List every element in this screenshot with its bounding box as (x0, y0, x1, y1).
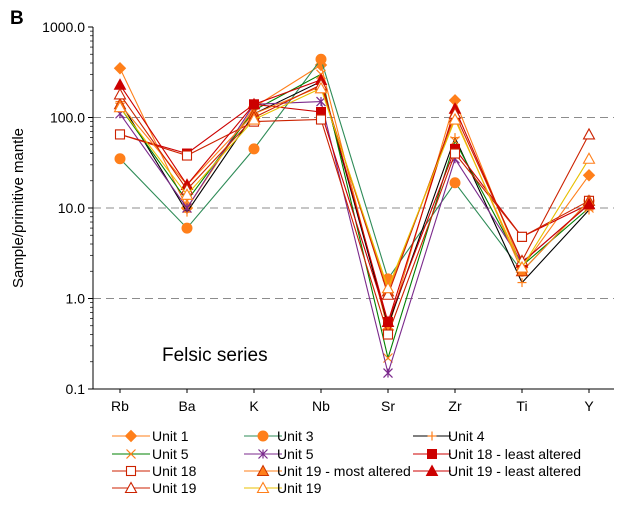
axes: 1000.0 100.0 10.0 1.0 0.1 Rb Ba K Nb Sr Zr Ti Y (42, 19, 614, 414)
series-line (119, 79, 590, 324)
data-point (113, 62, 127, 75)
legend-marker (258, 449, 268, 459)
legend-label: Unit 19 (152, 480, 197, 496)
data-point (315, 53, 327, 65)
data-point (113, 87, 127, 100)
y-tick-label: 1.0 (66, 291, 86, 307)
x-tick-label: Ba (178, 398, 195, 414)
legend-item: Unit 1 (112, 428, 189, 444)
legend-label: Unit 18 - least altered (448, 446, 581, 462)
series-line (119, 103, 590, 324)
legend-item: Unit 4 (413, 428, 485, 444)
series-2 (114, 53, 595, 285)
legend-label: Unit 19 - least altered (448, 463, 581, 479)
data-point (381, 281, 395, 294)
data-point (381, 288, 395, 300)
legend-item: Unit 19 - least altered (413, 463, 581, 479)
legend-label: Unit 19 (277, 480, 322, 496)
legend: Unit 1 Unit 3 Unit 4 Unit 5 Unit 5 Unit 18 - … (112, 428, 581, 496)
series-line (119, 118, 590, 337)
legend-item: Unit 3 (244, 428, 314, 444)
data-point (113, 100, 127, 113)
legend-marker (427, 431, 437, 441)
series-group (113, 53, 596, 378)
data-point (517, 278, 527, 288)
legend-item: Unit 19 (112, 480, 197, 496)
data-point (247, 112, 261, 125)
data-point (516, 231, 528, 242)
series-11 (113, 81, 596, 294)
legend-label: Unit 18 (152, 463, 197, 479)
y-tick-label: 100.0 (50, 110, 85, 126)
y-tick-label: 0.1 (66, 381, 86, 397)
data-point (582, 127, 596, 140)
x-tick-label: Rb (111, 398, 129, 414)
data-point (181, 222, 193, 234)
x-tick-label: Ti (516, 398, 527, 414)
data-point (180, 188, 194, 200)
data-point (114, 153, 126, 165)
legend-label: Unit 1 (152, 428, 189, 444)
data-point (515, 260, 529, 273)
data-point (314, 81, 328, 94)
panel-label: B (10, 8, 24, 29)
legend-item: Unit 19 - most altered (244, 463, 411, 479)
data-point (449, 177, 461, 189)
legend-item: Unit 5 (244, 446, 314, 462)
legend-item: Unit 19 (244, 480, 322, 496)
x-tick-label: Y (584, 398, 594, 414)
legend-marker (425, 464, 439, 476)
legend-item: Unit 18 - least altered (413, 446, 581, 462)
x-tick-label: Zr (448, 398, 462, 414)
data-point (582, 152, 596, 164)
legend-marker (124, 481, 138, 494)
y-axis-label: Sample/primitive mantle (10, 128, 27, 288)
legend-marker (257, 430, 269, 442)
legend-item: Unit 18 (112, 463, 197, 479)
data-point (448, 112, 462, 125)
data-point (181, 150, 193, 161)
legend-label: Unit 4 (448, 428, 485, 444)
data-point (582, 169, 596, 182)
x-tick-label: K (249, 398, 259, 414)
legend-marker (124, 429, 138, 443)
x-tick-label: Sr (381, 398, 395, 414)
data-point (315, 114, 327, 125)
legend-marker (256, 481, 270, 494)
chart-annotation: Felsic series (162, 345, 268, 366)
series-line (119, 80, 590, 328)
data-point (383, 368, 393, 378)
y-tick-label: 10.0 (58, 200, 85, 216)
legend-marker (125, 465, 137, 477)
legend-label: Unit 3 (277, 428, 314, 444)
legend-marker (126, 449, 136, 459)
legend-marker (427, 449, 437, 459)
data-point (582, 197, 596, 210)
data-point (449, 148, 461, 159)
legend-label: Unit 5 (152, 446, 189, 462)
legend-label: Unit 5 (277, 446, 314, 462)
data-point (382, 329, 394, 340)
data-point (248, 143, 260, 155)
data-point (114, 129, 126, 140)
grid (93, 117, 614, 299)
series-line (119, 58, 590, 281)
data-point (182, 203, 192, 213)
y-tick-label: 1000.0 (42, 19, 85, 35)
x-tick-label: Nb (312, 398, 330, 414)
data-point (381, 315, 395, 327)
legend-marker (256, 464, 270, 476)
series-line (119, 87, 590, 290)
legend-label: Unit 19 - most altered (277, 463, 411, 479)
data-point (247, 97, 261, 110)
legend-item: Unit 5 (112, 446, 189, 462)
